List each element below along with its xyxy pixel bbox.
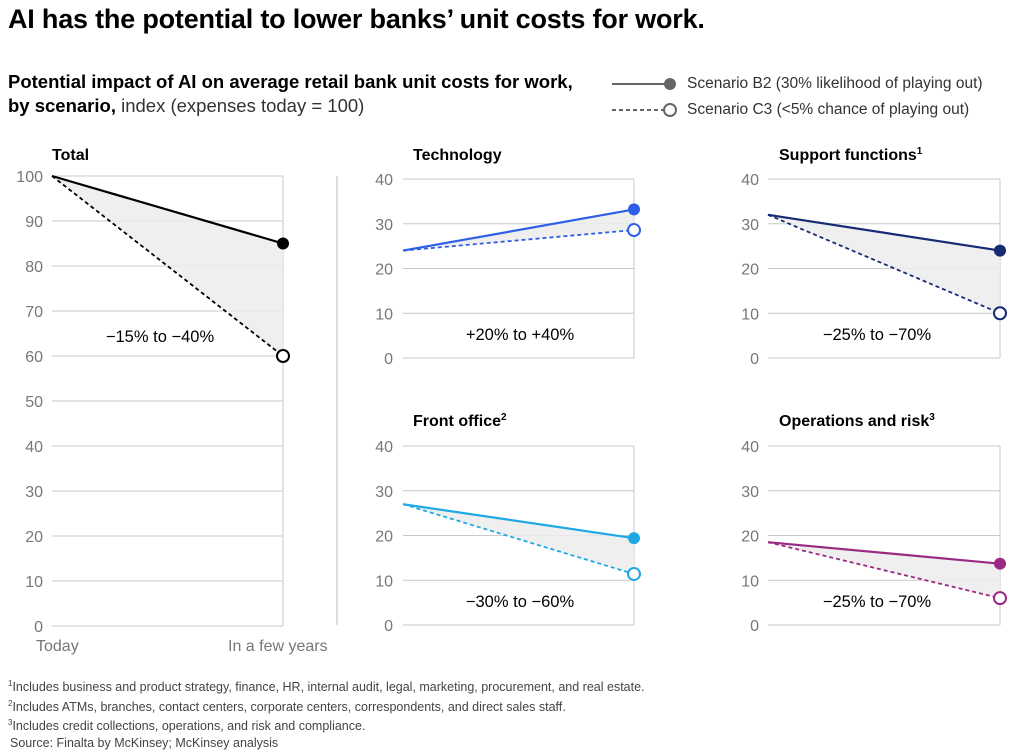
technology-panel-title: Technology: [413, 147, 502, 164]
operations-risk-series-c3-point: [994, 592, 1006, 604]
front-office-series-b2-point: [628, 532, 640, 544]
footnote-1: 1Includes business and product strategy,…: [8, 676, 645, 696]
front-office-range-annotation: −30% to −60%: [466, 593, 575, 611]
front-office-y-tick-label: 20: [375, 529, 393, 546]
total-y-tick-label: 0: [34, 619, 43, 636]
operations-risk-range-annotation: −25% to −70%: [823, 593, 932, 611]
support-y-tick-label: 20: [741, 262, 759, 279]
total-series-c3-point: [277, 350, 289, 362]
total-x-label-future: In a few years: [228, 638, 328, 655]
front-office-y-tick-label: 10: [375, 573, 393, 590]
operations-risk-y-tick-label: 20: [741, 529, 759, 546]
operations-risk-y-tick-label: 0: [750, 618, 759, 635]
total-panel-title: Total: [52, 147, 89, 164]
technology-y-tick-label: 40: [375, 172, 393, 189]
technology-series-c3-point: [628, 224, 640, 236]
support-y-tick-label: 10: [741, 306, 759, 323]
front-office-title-footnote-marker: 2: [501, 412, 507, 423]
footnote-3-text: Includes credit collections, operations,…: [12, 719, 365, 733]
total-y-tick-label: 50: [25, 394, 43, 411]
total-series-b2-point: [277, 238, 289, 250]
support-title-footnote-marker: 1: [917, 146, 923, 157]
support-panel-title: Support functions1: [779, 146, 923, 164]
technology-series-b2-point: [628, 203, 640, 215]
front-office-y-tick-label: 0: [384, 618, 393, 635]
support-series-b2-point: [994, 245, 1006, 257]
support-range-annotation: −25% to −70%: [823, 326, 932, 344]
technology-y-tick-label: 30: [375, 217, 393, 234]
support-y-tick-label: 30: [741, 217, 759, 234]
front-office-y-tick-label: 30: [375, 484, 393, 501]
total-x-label-today: Today: [36, 638, 79, 655]
front-office-panel-title: Front office2: [413, 412, 507, 430]
source: Source: Finalta by McKinsey; McKinsey an…: [8, 735, 645, 751]
total-y-tick-label: 90: [25, 214, 43, 231]
footnote-2-text: Includes ATMs, branches, contact centers…: [12, 700, 565, 714]
technology-range-annotation: +20% to +40%: [466, 326, 575, 344]
total-y-tick-label: 100: [16, 169, 43, 186]
total-y-tick-label: 10: [25, 574, 43, 591]
technology-y-tick-label: 20: [375, 262, 393, 279]
operations-risk-y-tick-label: 40: [741, 439, 759, 456]
front-office-y-tick-label: 40: [375, 439, 393, 456]
support-y-tick-label: 0: [750, 351, 759, 368]
total-y-tick-label: 40: [25, 439, 43, 456]
operations-risk-series-b2-point: [994, 558, 1006, 570]
footnote-3: 3Includes credit collections, operations…: [8, 715, 645, 735]
total-y-tick-label: 30: [25, 484, 43, 501]
total-y-tick-label: 70: [25, 304, 43, 321]
operations-risk-y-tick-label: 10: [741, 573, 759, 590]
support-y-tick-label: 40: [741, 172, 759, 189]
operations-risk-y-tick-label: 30: [741, 484, 759, 501]
total-y-tick-label: 20: [25, 529, 43, 546]
operations-risk-panel-title: Operations and risk3: [779, 412, 935, 430]
footnote-1-text: Includes business and product strategy, …: [12, 680, 644, 694]
support-series-c3-point: [994, 307, 1006, 319]
total-range-annotation: −15% to −40%: [106, 328, 215, 346]
total-y-tick-label: 60: [25, 349, 43, 366]
technology-y-tick-label: 10: [375, 306, 393, 323]
total-y-tick-label: 80: [25, 259, 43, 276]
footnote-2: 2Includes ATMs, branches, contact center…: [8, 696, 645, 716]
technology-y-tick-label: 0: [384, 351, 393, 368]
operations-risk-title-footnote-marker: 3: [929, 412, 935, 423]
footnotes: 1Includes business and product strategy,…: [8, 676, 645, 751]
front-office-series-c3-point: [628, 568, 640, 580]
